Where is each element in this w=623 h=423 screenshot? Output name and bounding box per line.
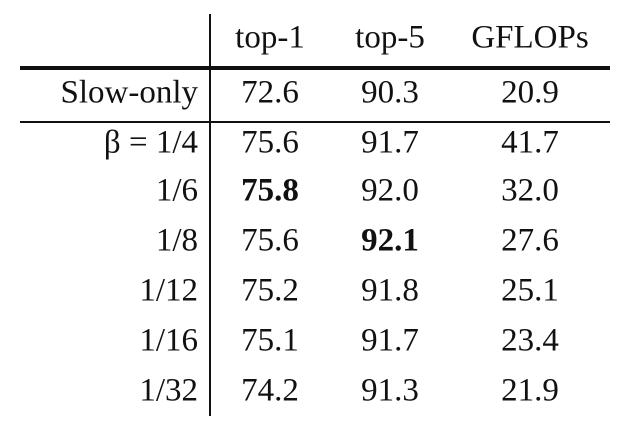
- column-header: GFLOPs: [471, 20, 588, 56]
- cell: 72.6: [241, 75, 299, 111]
- cell: 74.2: [241, 373, 299, 409]
- cell: 91.7: [361, 125, 419, 161]
- cell: 75.8: [241, 173, 299, 209]
- cell: 92.0: [361, 173, 419, 209]
- row-label: 1/8: [156, 223, 198, 259]
- column-header: top-5: [355, 20, 425, 56]
- cell: 75.1: [241, 323, 299, 359]
- cell: 91.8: [361, 273, 419, 309]
- cell: 32.0: [501, 173, 559, 209]
- row-label: 1/6: [156, 173, 198, 209]
- cell: 91.7: [361, 323, 419, 359]
- row-label: 1/32: [139, 373, 198, 409]
- cell: 92.1: [361, 223, 419, 259]
- cell: 41.7: [501, 125, 559, 161]
- cell: 23.4: [501, 323, 559, 359]
- cell: 25.1: [501, 273, 559, 309]
- row-label: 1/12: [139, 273, 198, 309]
- column-header: top-1: [235, 20, 305, 56]
- cell: 90.3: [361, 75, 419, 111]
- row-label: Slow-only: [60, 75, 198, 111]
- row-label: 1/16: [139, 323, 198, 359]
- cell: 27.6: [501, 223, 559, 259]
- cell: 91.3: [361, 373, 419, 409]
- cell: 75.2: [241, 273, 299, 309]
- cell: 75.6: [241, 125, 299, 161]
- cell: 21.9: [501, 373, 559, 409]
- cell: 75.6: [241, 223, 299, 259]
- cell: 20.9: [501, 75, 559, 111]
- row-label: β = 1/4: [104, 125, 198, 161]
